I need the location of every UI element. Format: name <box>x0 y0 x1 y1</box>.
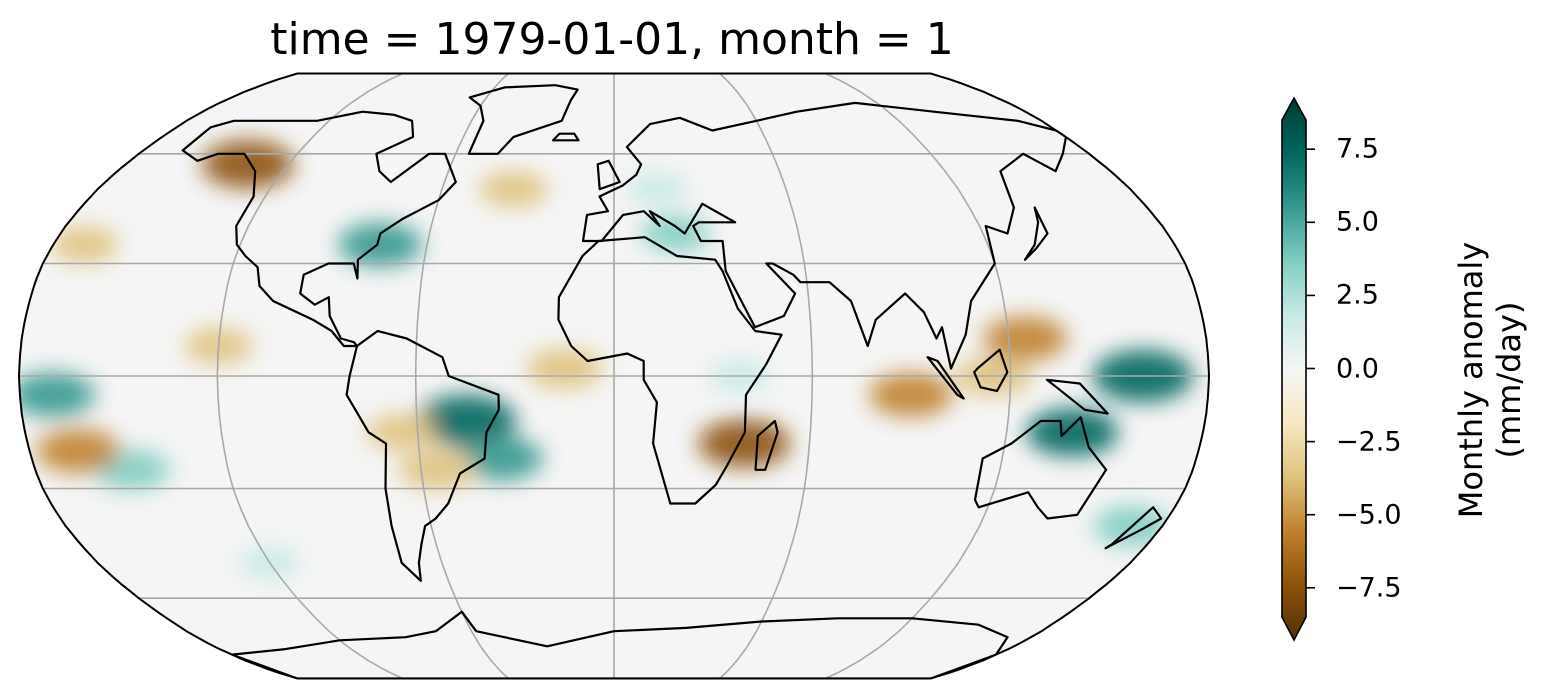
map-title: time = 1979-01-01, month = 1 <box>270 14 954 65</box>
colorbar-tick-label: −2.5 <box>1336 426 1402 458</box>
anomaly-3 <box>458 436 543 481</box>
colorbar-tick-label: 7.5 <box>1336 133 1379 165</box>
anomaly-21 <box>367 414 436 451</box>
map-plot <box>17 72 1211 680</box>
colorbar-label-line2: (mm/day) <box>1490 301 1528 459</box>
colorbar-tick-label: 0.0 <box>1336 353 1379 384</box>
colorbar-tick-label: 5.0 <box>1336 206 1379 238</box>
coastline-australia <box>973 416 1108 520</box>
anomaly-12 <box>526 348 603 389</box>
coastline-japan <box>1023 206 1049 261</box>
coastline-africa <box>557 236 783 505</box>
anomaly-18 <box>627 173 687 206</box>
anomaly-7 <box>869 372 954 417</box>
anomaly-1 <box>1026 408 1119 457</box>
coastline-iceland <box>552 132 580 142</box>
coastline-madagascar <box>754 419 779 471</box>
colorbar-tick-label: −7.5 <box>1336 572 1402 604</box>
anomaly-11 <box>36 429 121 473</box>
colorbar-label: Monthly anomaly (mm/day) <box>1452 242 1528 518</box>
coastline-sumatra <box>926 356 965 400</box>
coastline-borneo <box>973 348 1009 393</box>
colorbar-tick-label: 2.5 <box>1336 279 1379 311</box>
coastline-eurasia <box>581 101 1068 370</box>
coastline-new-zealand <box>1104 506 1163 550</box>
anomaly-5 <box>19 372 95 417</box>
colorbar-ticks <box>1306 148 1315 589</box>
anomaly-2 <box>416 395 517 447</box>
coastline-new-guinea <box>1045 378 1109 415</box>
anomaly-4 <box>338 222 423 267</box>
coastlines <box>181 84 1163 679</box>
colorbar-tick-label: −5.0 <box>1336 499 1402 531</box>
anomaly-19 <box>641 215 710 252</box>
coastline-greenland <box>467 84 579 155</box>
anomaly-10 <box>698 419 791 468</box>
anomaly-13 <box>399 449 476 490</box>
map-border <box>17 72 1211 680</box>
anomaly-15 <box>50 226 119 263</box>
anomaly-16 <box>479 171 548 208</box>
anomaly-14 <box>201 140 294 189</box>
coastline-british-isles <box>596 159 621 191</box>
coastline-south-america <box>345 329 500 582</box>
colorbar-label-line1: Monthly anomaly <box>1452 241 1490 519</box>
anomaly-layer <box>19 140 1193 579</box>
coastline-north-america <box>181 110 457 348</box>
colorbar-gradient <box>1281 96 1307 642</box>
colorbar <box>1281 96 1315 642</box>
anomaly-8 <box>983 316 1068 361</box>
